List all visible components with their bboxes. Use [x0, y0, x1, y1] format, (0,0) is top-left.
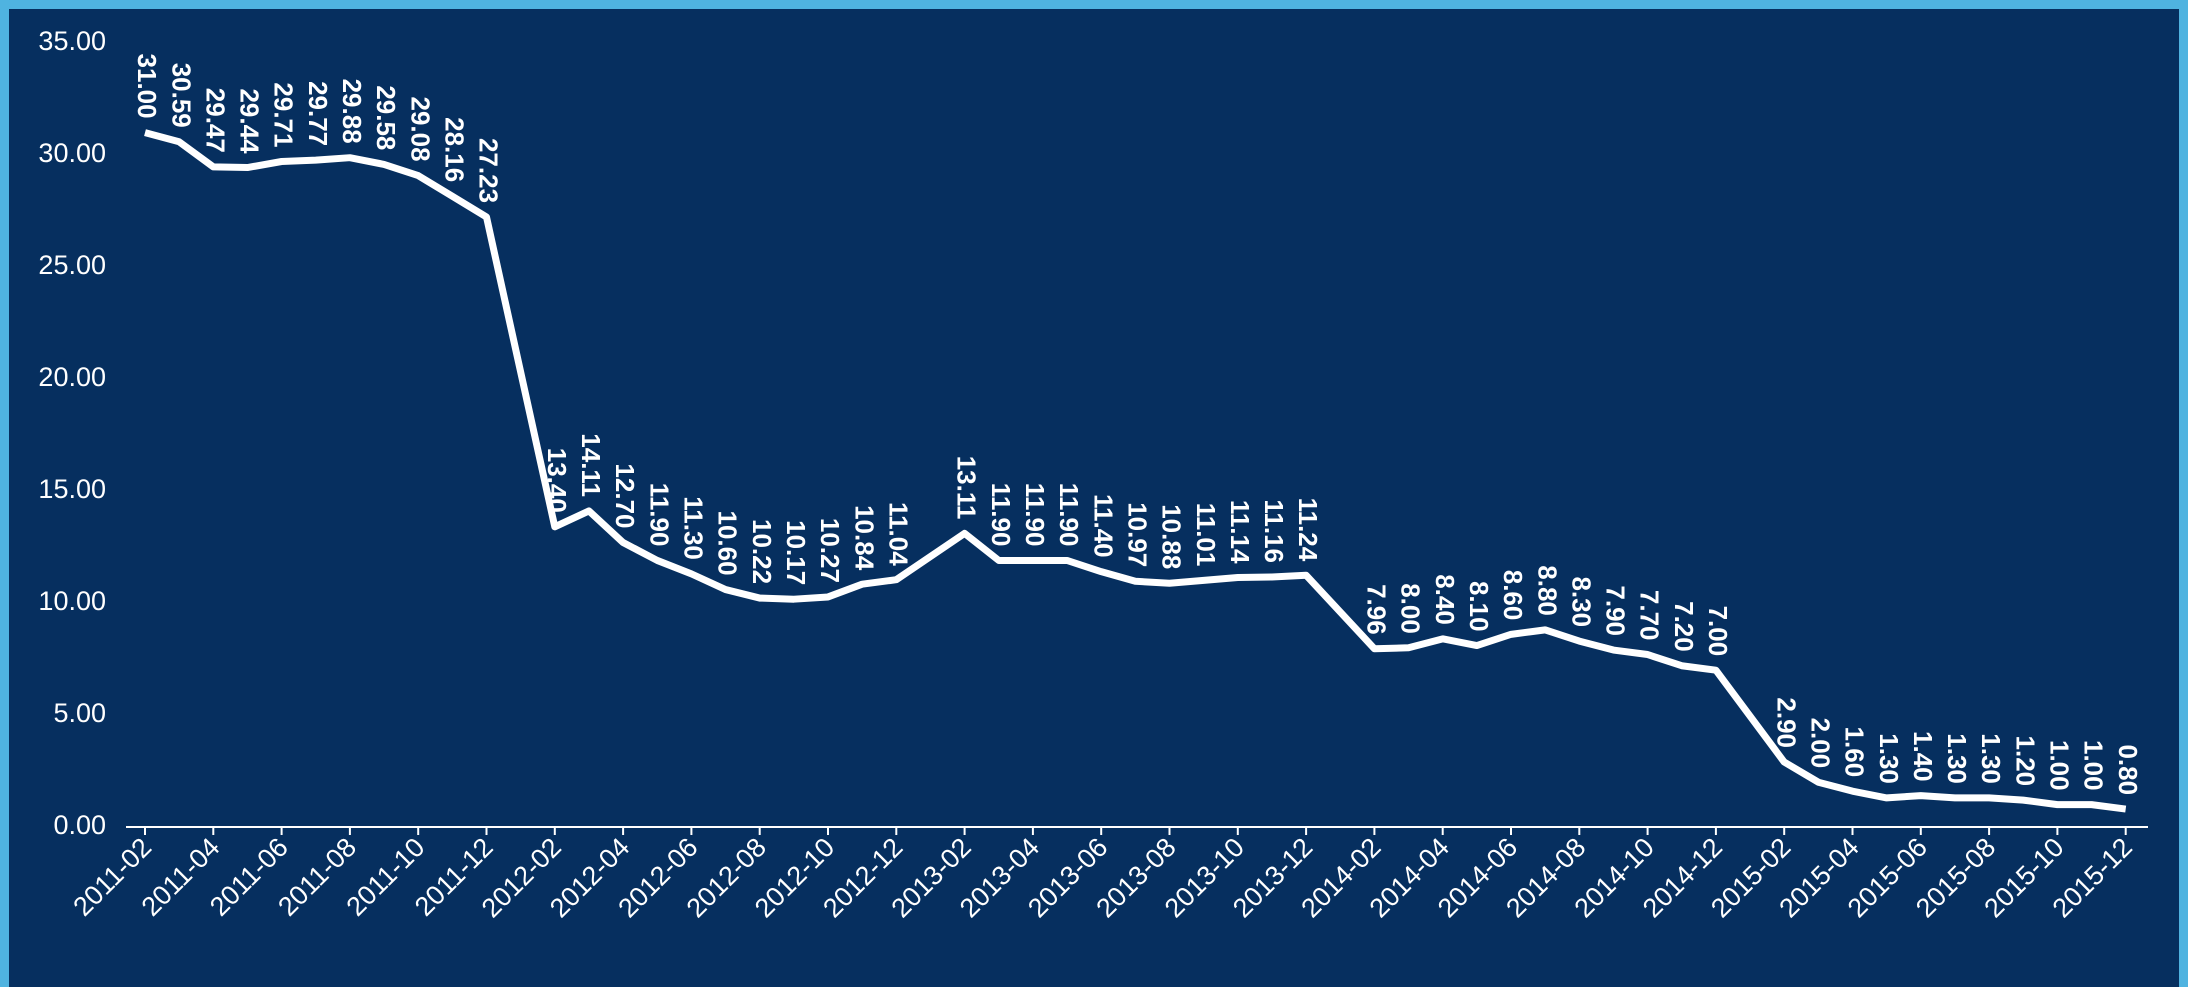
data-label: 11.01	[1191, 503, 1221, 567]
data-label: 7.96	[1362, 584, 1392, 635]
data-label: 13.11	[952, 456, 982, 520]
y-tick-label: 15.00	[38, 474, 106, 504]
data-label: 11.90	[986, 483, 1016, 547]
data-label: 1.60	[1840, 727, 1870, 778]
data-label: 1.30	[1874, 733, 1904, 784]
data-label: 30.59	[166, 63, 196, 128]
data-label: 1.00	[2045, 740, 2075, 791]
data-label: 14.11	[576, 433, 606, 497]
data-label: 12.70	[610, 463, 640, 528]
data-label: 29.47	[200, 88, 230, 153]
data-label: 7.20	[1669, 601, 1699, 652]
data-label: 10.60	[713, 510, 743, 575]
data-label: 10.88	[1157, 504, 1187, 569]
data-label: 10.22	[747, 519, 777, 584]
data-label: 29.77	[303, 81, 333, 146]
data-label: 8.10	[1464, 581, 1494, 632]
data-label: 11.04	[883, 502, 913, 566]
data-label: 29.08	[405, 97, 435, 162]
data-label: 11.40	[1088, 494, 1118, 558]
data-label: 1.00	[2079, 740, 2109, 791]
data-label: 31.00	[132, 54, 162, 119]
y-tick-label: 0.00	[53, 810, 106, 840]
y-tick-label: 10.00	[38, 586, 106, 616]
data-label: 11.90	[644, 483, 674, 547]
data-label: 1.40	[1908, 731, 1938, 782]
top-border	[0, 0, 2188, 9]
data-label: 7.00	[1703, 606, 1733, 657]
data-label: 29.88	[337, 79, 367, 144]
data-label: 1.20	[2010, 736, 2040, 787]
data-label: 11.24	[1293, 498, 1323, 562]
data-label: 1.30	[1976, 733, 2006, 784]
data-label: 1.30	[1942, 733, 1972, 784]
data-label: 8.00	[1396, 583, 1426, 634]
line	[144, 129, 2127, 813]
data-label: 10.27	[815, 518, 845, 583]
data-label: 7.70	[1635, 590, 1665, 641]
y-tick-label: 5.00	[53, 698, 106, 728]
y-tick-label: 20.00	[38, 362, 106, 392]
data-label: 8.80	[1532, 565, 1562, 616]
data-label: 11.14	[1225, 500, 1255, 564]
data-label: 10.84	[849, 505, 879, 571]
data-label: 11.90	[1054, 483, 1084, 547]
data-label: 10.17	[781, 520, 811, 585]
data-label: 29.71	[269, 82, 299, 147]
data-label: 29.58	[371, 85, 401, 150]
left-border	[0, 0, 9, 987]
data-label: 11.16	[1259, 499, 1289, 563]
data-label: 2.90	[1771, 697, 1801, 748]
data-label: 11.90	[1020, 483, 1050, 547]
data-label: 2.00	[1805, 718, 1835, 769]
data-label: 7.90	[1601, 585, 1631, 636]
data-label: 8.30	[1566, 576, 1596, 627]
data-label: 8.40	[1430, 574, 1460, 625]
data-label: 8.60	[1498, 570, 1528, 621]
y-tick-label: 30.00	[38, 138, 106, 168]
y-tick-label: 35.00	[38, 26, 106, 56]
data-label: 11.30	[679, 496, 709, 560]
data-label: 0.80	[2113, 744, 2143, 795]
data-label: 10.97	[1122, 502, 1152, 567]
data-label: 28.16	[439, 117, 469, 182]
data-label: 27.23	[474, 138, 504, 203]
data-label: 29.44	[235, 88, 265, 154]
y-tick-label: 25.00	[38, 250, 106, 280]
right-border	[2179, 0, 2188, 987]
